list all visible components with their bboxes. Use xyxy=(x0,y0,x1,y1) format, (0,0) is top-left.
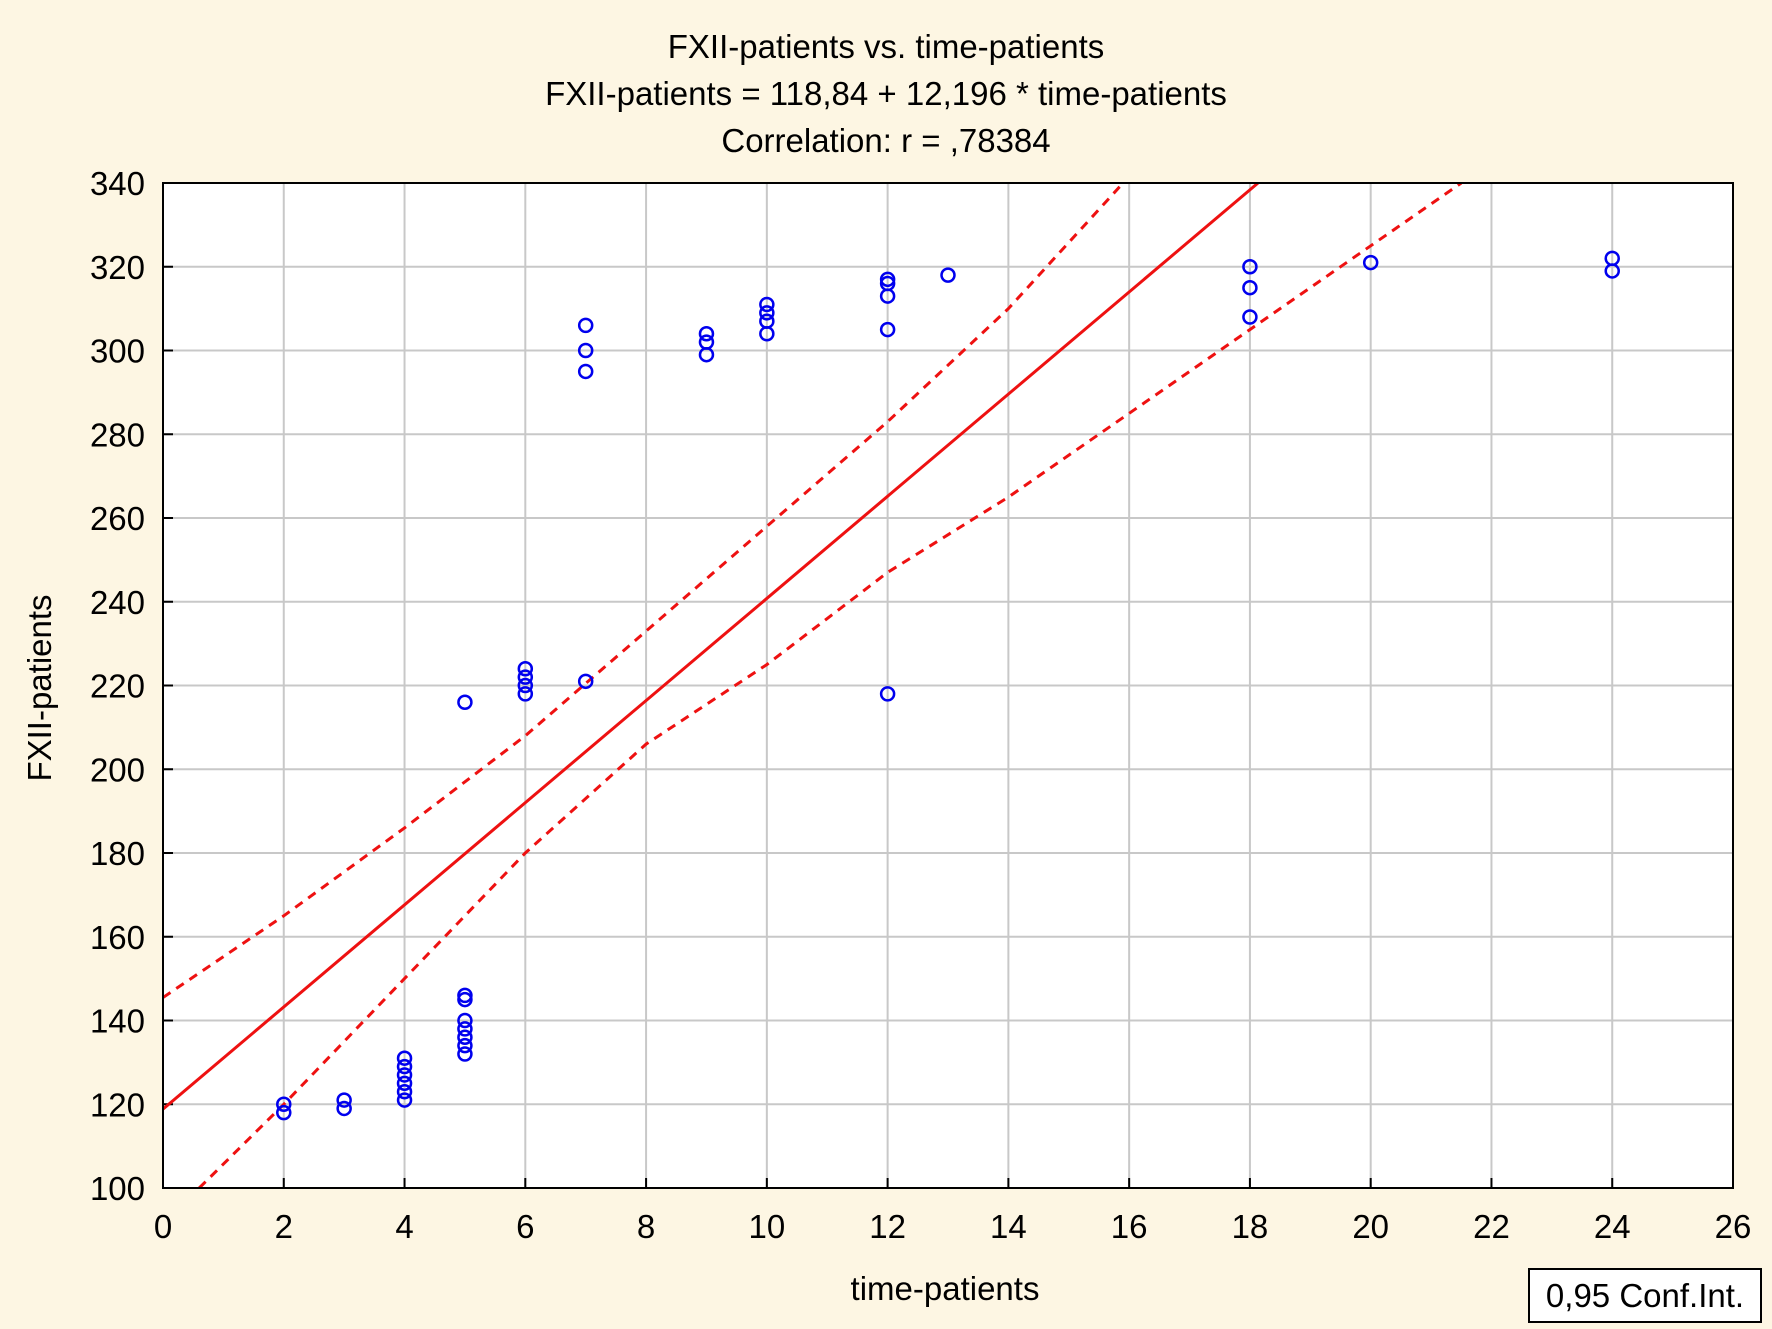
data-point xyxy=(517,661,534,677)
x-tick-label: 20 xyxy=(1352,1208,1389,1245)
x-tick-label: 24 xyxy=(1594,1208,1631,1245)
data-point xyxy=(759,305,775,321)
y-tick-label: 160 xyxy=(90,919,145,956)
y-tick-label: 280 xyxy=(90,416,145,453)
x-tick-label: 22 xyxy=(1473,1208,1510,1245)
data-point xyxy=(336,1100,352,1117)
data-point xyxy=(457,987,473,1004)
data-point xyxy=(577,342,594,359)
data-point xyxy=(517,669,534,685)
y-tick-label: 120 xyxy=(90,1086,145,1123)
data-point xyxy=(517,686,534,702)
data-point xyxy=(457,1012,473,1029)
data-point xyxy=(396,1083,413,1100)
y-tick-label: 240 xyxy=(90,584,145,621)
regression-line xyxy=(163,183,1259,1111)
data-point xyxy=(577,317,594,334)
data-point xyxy=(457,694,473,710)
data-point xyxy=(457,1046,473,1062)
y-tick-label: 100 xyxy=(90,1170,145,1207)
data-point xyxy=(1604,250,1620,267)
data-points xyxy=(276,250,1620,1121)
correlation-text: Correlation: r = ,78384 xyxy=(721,122,1051,159)
data-point xyxy=(879,321,896,338)
confidence-upper-line xyxy=(163,183,1125,999)
data-point xyxy=(698,326,715,342)
data-point xyxy=(1242,259,1258,275)
x-tick-label: 4 xyxy=(395,1208,413,1245)
y-tick-label: 180 xyxy=(90,835,145,872)
data-point xyxy=(759,313,775,329)
data-point xyxy=(759,296,775,313)
chart-title: FXII-patients vs. time-patients xyxy=(667,28,1105,65)
x-tick-label: 8 xyxy=(637,1208,655,1245)
x-tick-label: 12 xyxy=(869,1208,906,1245)
data-point xyxy=(396,1058,413,1075)
x-tick-label: 0 xyxy=(154,1208,172,1245)
y-tick-label: 340 xyxy=(90,165,145,202)
chart-subtitle: FXII-patients = 118,84 + 12,196 * time-p… xyxy=(545,75,1227,112)
legend-conf-int: 0,95 Conf.Int. xyxy=(1528,1268,1762,1323)
data-point xyxy=(577,673,594,690)
axis-ticks: 0 2 4 6 8 10 12 14 16 18 20 22 24 2610012014016018020… xyxy=(90,165,1751,1245)
grid-lines xyxy=(163,183,1733,1188)
x-tick-label: 14 xyxy=(990,1208,1027,1245)
y-tick-label: 300 xyxy=(90,333,145,370)
y-tick-label: 200 xyxy=(90,751,145,788)
data-point xyxy=(698,334,715,350)
x-tick-label: 2 xyxy=(275,1208,293,1245)
data-point xyxy=(396,1067,413,1083)
x-tick-label: 10 xyxy=(748,1208,785,1245)
data-point xyxy=(879,686,896,702)
data-point xyxy=(940,267,956,283)
x-tick-label: 26 xyxy=(1715,1208,1752,1245)
data-point xyxy=(879,271,896,288)
x-tick-label: 18 xyxy=(1232,1208,1269,1245)
data-point xyxy=(396,1075,413,1092)
x-tick-label: 6 xyxy=(516,1208,534,1245)
y-axis-label: FXII-patients xyxy=(21,594,58,782)
x-axis-label: time-patients xyxy=(850,1270,1040,1307)
x-tick-label: 16 xyxy=(1111,1208,1148,1245)
data-point xyxy=(396,1092,413,1108)
data-point xyxy=(517,677,534,694)
data-point xyxy=(396,1050,413,1066)
data-point xyxy=(1242,279,1258,296)
data-point xyxy=(577,363,594,380)
confidence-lower-line xyxy=(198,183,1463,1188)
data-point xyxy=(457,1029,473,1045)
data-point xyxy=(1362,254,1379,271)
y-tick-label: 260 xyxy=(90,500,145,537)
data-point xyxy=(457,1037,473,1054)
y-tick-label: 220 xyxy=(90,668,145,705)
regression-lines xyxy=(163,183,1463,1188)
plot-frame xyxy=(162,182,1734,1189)
data-point xyxy=(276,1104,292,1121)
data-point xyxy=(457,1021,473,1037)
data-point xyxy=(1242,309,1258,325)
y-tick-label: 320 xyxy=(90,249,145,286)
data-point xyxy=(276,1096,292,1112)
y-tick-label: 140 xyxy=(90,1003,145,1040)
data-point xyxy=(336,1092,352,1108)
